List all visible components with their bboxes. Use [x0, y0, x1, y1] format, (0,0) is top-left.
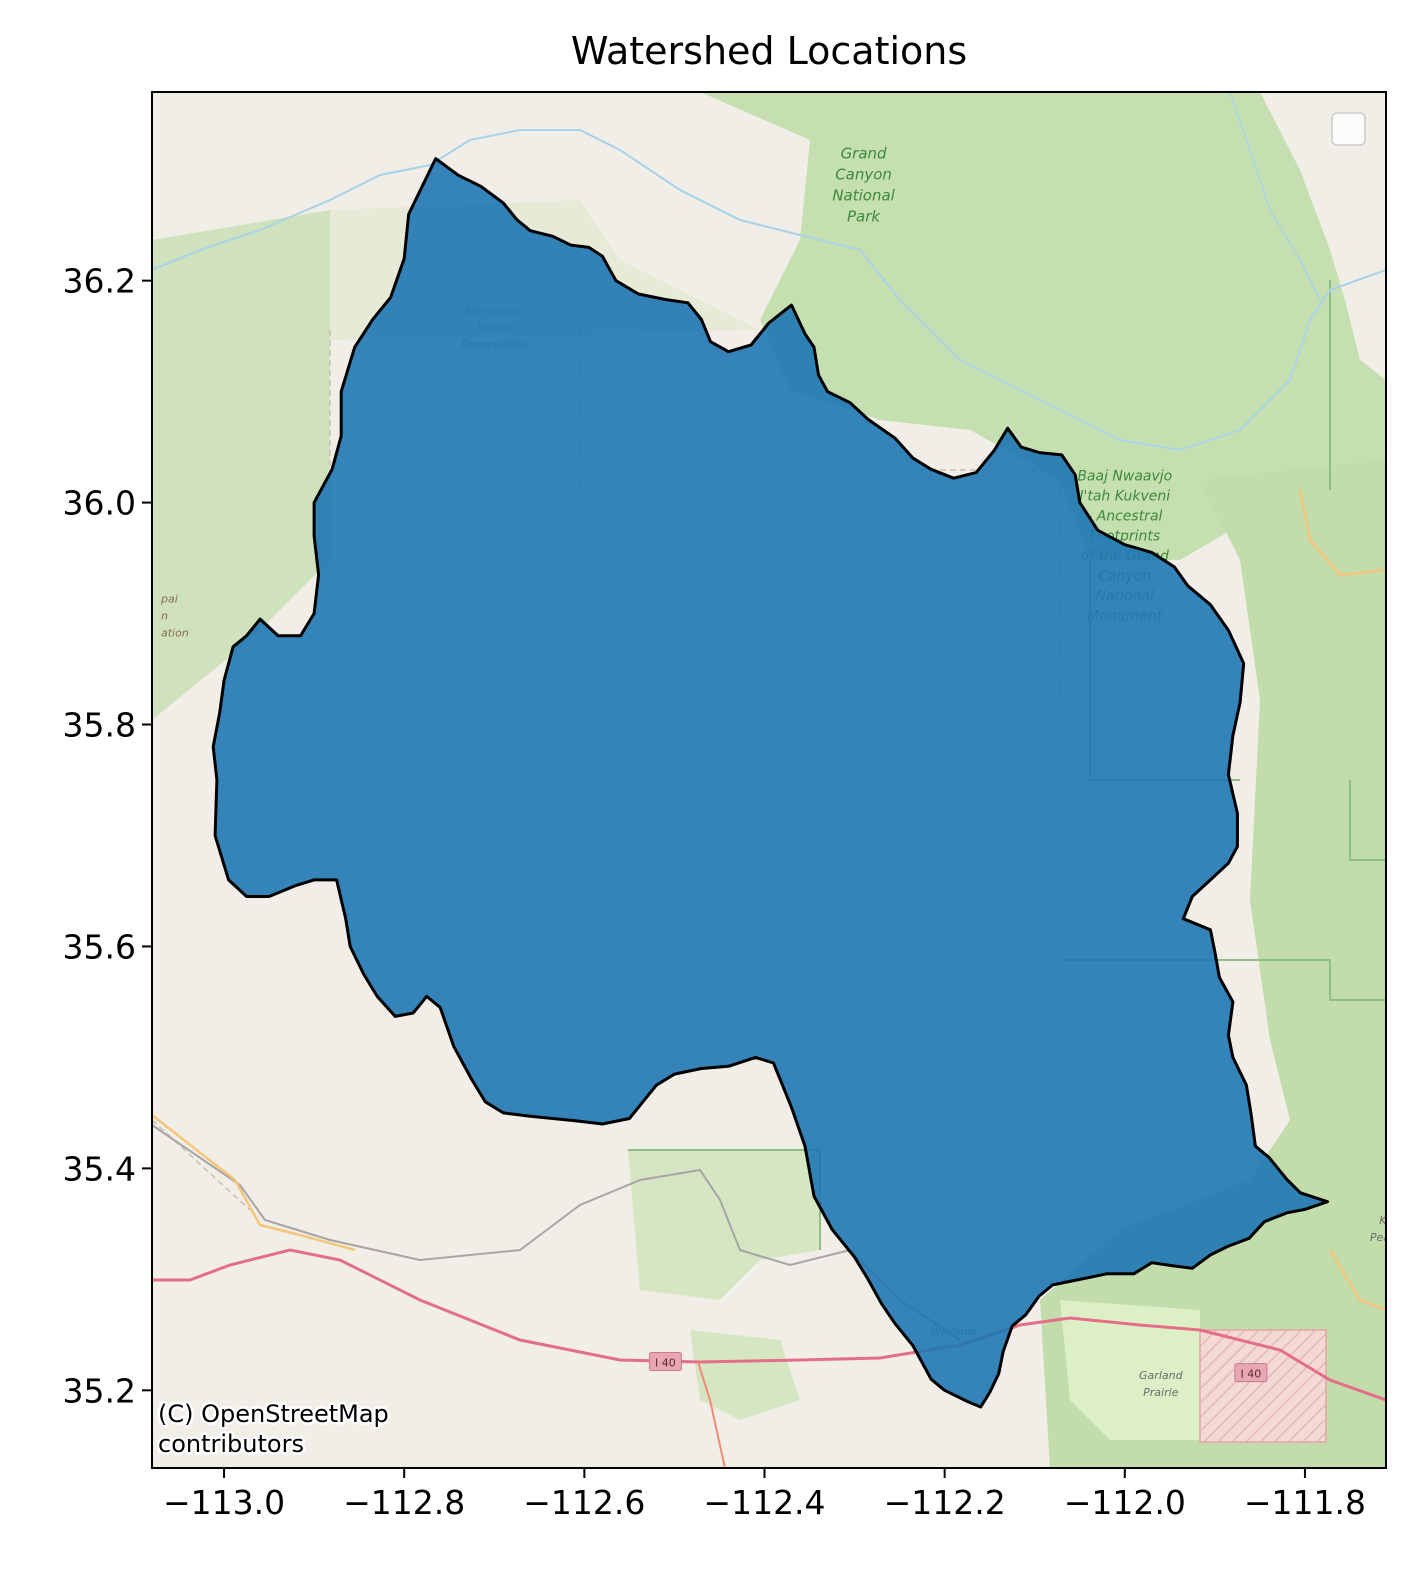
highway-south: [697, 1361, 726, 1468]
basemap-label: Grand Canyon National Park: [832, 145, 895, 226]
basemap-label-line: Peaks: [1370, 1231, 1403, 1244]
x-tick-label: −112.0: [1064, 1483, 1186, 1522]
x-tick-label: −112.8: [343, 1483, 465, 1522]
basemap-label-line: National: [832, 187, 895, 205]
railroad: [152, 1124, 961, 1341]
basemap-label-line: Ka: [1379, 1214, 1393, 1227]
legend-box: [1331, 112, 1366, 146]
y-tick-label: 36.2: [63, 262, 136, 301]
x-tick-label: −112.4: [703, 1483, 825, 1522]
attribution: (C) OpenStreetMap contributors: [156, 1398, 392, 1461]
basemap-label: Ka Peaks: [1370, 1214, 1403, 1244]
basemap-label-line: Prairie: [1143, 1386, 1179, 1399]
road-shield-label: I 40: [1241, 1368, 1262, 1381]
basemap-label-line: Canyon: [835, 166, 892, 184]
park-area: [700, 92, 1386, 560]
basemap-label-line: n: [161, 609, 168, 622]
road-secondary: [152, 489, 1386, 1312]
y-tick-label: 35.6: [63, 927, 136, 966]
forest-area-west: [152, 210, 330, 720]
axes-frame: [151, 91, 1387, 1469]
basemap-label-line: pai: [160, 592, 178, 605]
x-tick-label: −113.0: [163, 1483, 285, 1522]
basemap-label-line: Garland: [1139, 1369, 1184, 1382]
chart-title: Watershed Locations: [571, 29, 967, 73]
river: [152, 129, 1386, 452]
interstate-highway: [152, 1248, 1386, 1402]
y-axis: 35.2 35.4 35.6 35.8 36.0 36.2: [63, 262, 152, 1410]
prairie-patch: [1060, 1300, 1200, 1440]
road-shield: I 40: [1234, 1363, 1268, 1383]
forest-patch-williams: [690, 1330, 800, 1420]
basemap-label-line: - Ancestral: [1087, 508, 1162, 524]
watershed-polygon[interactable]: [211, 157, 1329, 1409]
attribution-line-2: contributors: [158, 1430, 304, 1458]
y-tick-label: 36.0: [63, 484, 136, 523]
road-shield-bg: [648, 1351, 682, 1371]
forest-patch-south: [628, 1150, 820, 1300]
x-axis: −113.0 −112.8 −112.6 −112.4 −112.2 −112.0 −111…: [163, 1468, 1366, 1522]
attribution-line-1: (C) OpenStreetMap: [158, 1400, 389, 1428]
basemap-label-line: ation: [161, 626, 189, 639]
forest-area-east: [1040, 460, 1386, 1468]
basemap-label: Garland Prairie: [1139, 1369, 1184, 1399]
restricted-area: [1199, 1329, 1327, 1443]
road-shield: I 40: [648, 1351, 682, 1371]
basemap-label-line: Park: [847, 208, 881, 226]
x-tick-label: −112.2: [884, 1483, 1006, 1522]
basemap-label-line: Baaj Nwaavjo: [1077, 468, 1172, 484]
basemap-label-line: I'tah Kukveni: [1079, 488, 1170, 504]
plot-area: GrandCanyonNationalParkNavasupaiIndianRe…: [152, 92, 1403, 1468]
road-shield-label: I 40: [655, 1356, 676, 1369]
y-tick-label: 35.4: [63, 1149, 136, 1188]
x-tick-label: −111.8: [1244, 1483, 1366, 1522]
river-tributary: [1229, 92, 1321, 301]
road-shield-bg: [1234, 1363, 1268, 1383]
y-tick-label: 35.8: [63, 706, 136, 745]
basemap-label: pai n ation: [160, 592, 189, 639]
x-tick-label: −112.6: [523, 1483, 645, 1522]
basemap-label-line: Grand: [841, 145, 887, 163]
y-tick-label: 35.2: [63, 1371, 136, 1410]
road-shields: I 40 I 40: [648, 1351, 1268, 1383]
